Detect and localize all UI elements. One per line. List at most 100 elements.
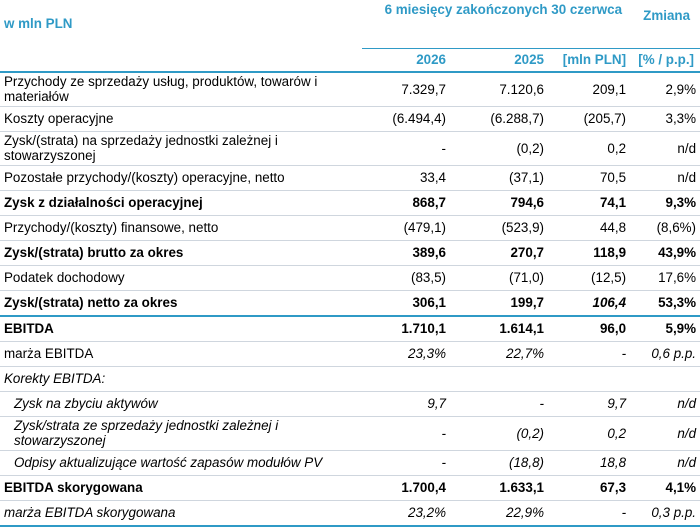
table-row: Przychody ze sprzedaży usług, produktów,…: [0, 71, 700, 107]
change-mln: 74,1: [548, 190, 631, 216]
change-pct: 2,9%: [630, 71, 700, 107]
header-row-2: 2026 2025 [mln PLN] [% / p.p.]: [0, 48, 700, 73]
value-2025: (18,8): [456, 450, 548, 476]
col-2025-header: 2025: [456, 48, 548, 73]
change-mln: 67,3: [548, 475, 631, 501]
row-label: Zysk z działalności operacyjnej: [0, 190, 362, 216]
table-row: Zysk/strata ze sprzedaży jednostki zależ…: [0, 416, 700, 451]
header-blank: [0, 48, 362, 73]
value-2025: (37,1): [456, 165, 548, 191]
change-mln: 96,0: [548, 315, 631, 342]
row-label: EBITDA: [0, 315, 362, 342]
change-header: Zmiana: [630, 0, 700, 49]
table-row: Przychody/(koszty) finansowe, netto (479…: [0, 215, 700, 241]
change-mln: 70,5: [548, 165, 631, 191]
row-label: Przychody ze sprzedaży usług, produktów,…: [0, 71, 362, 107]
col-mln-header: [mln PLN]: [548, 48, 631, 73]
table-row: Zysk z działalności operacyjnej 868,7 79…: [0, 190, 700, 216]
change-pct: n/d: [630, 416, 700, 451]
value-2025: -: [456, 391, 548, 417]
table-row: Zysk/(strata) brutto za okres 389,6 270,…: [0, 240, 700, 266]
change-mln: 0,2: [548, 131, 631, 166]
value-2026: -: [362, 450, 456, 476]
header-row-1: w mln PLN 6 miesięcy zakończonych 30 cze…: [0, 0, 700, 49]
section-label-adjustments: Korekty EBITDA:: [0, 366, 700, 392]
change-pct: (8,6%): [630, 215, 700, 241]
value-2025: 1.614,1: [456, 315, 548, 342]
value-2025: (0,2): [456, 131, 548, 166]
value-2025: (71,0): [456, 265, 548, 291]
table-row: EBITDA 1.710,1 1.614,1 96,0 5,9%: [0, 315, 700, 342]
change-mln: -: [548, 341, 631, 367]
value-2025: 270,7: [456, 240, 548, 266]
value-2025: (523,9): [456, 215, 548, 241]
table-row: Zysk/(strata) na sprzedaży jednostki zal…: [0, 131, 700, 166]
row-label: Zysk/(strata) na sprzedaży jednostki zal…: [0, 131, 362, 166]
value-2026: (6.494,4): [362, 106, 456, 132]
table-row: marża EBITDA 23,3% 22,7% - 0,6 p.p.: [0, 341, 700, 367]
table-row: Odpisy aktualizujące wartość zapasów mod…: [0, 450, 700, 476]
value-2026: (83,5): [362, 265, 456, 291]
table-row: Podatek dochodowy (83,5) (71,0) (12,5) 1…: [0, 265, 700, 291]
value-2025: 1.633,1: [456, 475, 548, 501]
change-pct: n/d: [630, 165, 700, 191]
value-2026: 23,3%: [362, 341, 456, 367]
change-pct: 4,1%: [630, 475, 700, 501]
value-2025: 794,6: [456, 190, 548, 216]
value-2025: (6.288,7): [456, 106, 548, 132]
row-label: Zysk na zbyciu aktywów: [0, 391, 362, 417]
value-2025: (0,2): [456, 416, 548, 451]
change-mln: (12,5): [548, 265, 631, 291]
change-pct: n/d: [630, 131, 700, 166]
change-pct: 43,9%: [630, 240, 700, 266]
change-pct: 0,6 p.p.: [630, 341, 700, 367]
change-pct: 5,9%: [630, 315, 700, 342]
table-row: Zysk/(strata) netto za okres 306,1 199,7…: [0, 290, 700, 317]
change-mln: 44,8: [548, 215, 631, 241]
change-pct: n/d: [630, 450, 700, 476]
value-2026: 1.700,4: [362, 475, 456, 501]
row-label: Pozostałe przychody/(koszty) operacyjne,…: [0, 165, 362, 191]
change-pct: 9,3%: [630, 190, 700, 216]
unit-label: w mln PLN: [4, 16, 73, 31]
value-2025: 199,7: [456, 290, 548, 317]
value-2026: 33,4: [362, 165, 456, 191]
change-pct: n/d: [630, 391, 700, 417]
change-pct: 17,6%: [630, 265, 700, 291]
table-row: EBITDA skorygowana 1.700,4 1.633,1 67,3 …: [0, 475, 700, 501]
value-2025: 22,7%: [456, 341, 548, 367]
value-2026: -: [362, 416, 456, 451]
row-label: Koszty operacyjne: [0, 106, 362, 132]
period-header: 6 miesięcy zakończonych 30 czerwca: [362, 0, 631, 49]
change-mln: 18,8: [548, 450, 631, 476]
change-pct: 53,3%: [630, 290, 700, 317]
change-mln: 209,1: [548, 71, 631, 107]
table-row: Korekty EBITDA:: [0, 366, 700, 392]
change-mln: 106,4: [548, 290, 631, 317]
row-label: Zysk/(strata) netto za okres: [0, 290, 362, 317]
col-pct-header: [% / p.p.]: [630, 48, 700, 73]
change-pct: 3,3%: [630, 106, 700, 132]
value-2026: -: [362, 131, 456, 166]
row-label: Podatek dochodowy: [0, 265, 362, 291]
row-label: Zysk/strata ze sprzedaży jednostki zależ…: [0, 416, 362, 451]
change-mln: (205,7): [548, 106, 631, 132]
change-mln: 118,9: [548, 240, 631, 266]
row-label: Odpisy aktualizujące wartość zapasów mod…: [0, 450, 362, 476]
table-row: Pozostałe przychody/(koszty) operacyjne,…: [0, 165, 700, 191]
value-2026: 1.710,1: [362, 315, 456, 342]
change-mln: 0,2: [548, 416, 631, 451]
value-2026: 868,7: [362, 190, 456, 216]
value-2026: 389,6: [362, 240, 456, 266]
value-2025: 7.120,6: [456, 71, 548, 107]
col-2026-header: 2026: [362, 48, 456, 73]
row-label: EBITDA skorygowana: [0, 475, 362, 501]
row-label: marża EBITDA: [0, 341, 362, 367]
row-label: Zysk/(strata) brutto za okres: [0, 240, 362, 266]
change-mln: 9,7: [548, 391, 631, 417]
row-label: Przychody/(koszty) finansowe, netto: [0, 215, 362, 241]
value-2026: (479,1): [362, 215, 456, 241]
value-2026: 9,7: [362, 391, 456, 417]
value-2026: 306,1: [362, 290, 456, 317]
table-row: Zysk na zbyciu aktywów 9,7 - 9,7 n/d: [0, 391, 700, 417]
